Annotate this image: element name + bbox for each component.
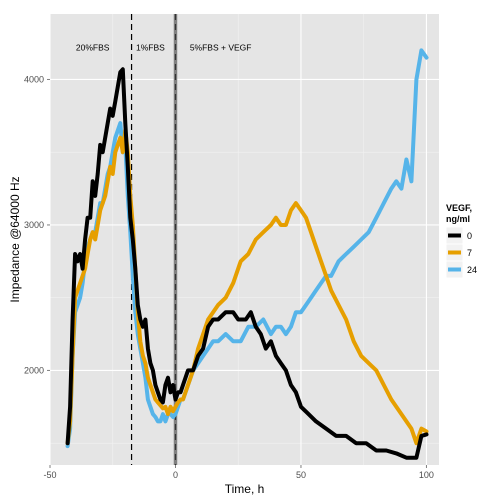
legend-title-line2: ng/ml	[446, 214, 470, 224]
x-axis-ticks: -50 0 50 100	[43, 465, 434, 480]
annotation-3: 5%FBS + VEGF	[190, 42, 252, 52]
x-tick-label: -50	[43, 470, 56, 480]
series-line-0	[65, 67, 429, 460]
y-tick-label: 4000	[24, 74, 44, 84]
legend-label-24: 24	[467, 265, 477, 275]
y-axis-title: Impedance @64000 Hz	[8, 176, 22, 302]
y-tick-label: 3000	[24, 220, 44, 230]
legend-label-0: 0	[467, 231, 472, 241]
x-axis-title: Time, h	[225, 482, 265, 496]
series-lines	[65, 48, 429, 460]
x-tick-label: 100	[419, 470, 434, 480]
plot-panel	[50, 14, 439, 465]
legend: VEGF, ng/ml 0 7 24	[445, 203, 477, 279]
phase-annotations: 20%FBS 1%FBS 5%FBS + VEGF	[76, 42, 252, 52]
legend-label-7: 7	[467, 248, 472, 258]
annotation-1: 20%FBS	[76, 42, 110, 52]
annotation-2: 1%FBS	[136, 42, 165, 52]
grid-major	[49, 14, 439, 465]
x-tick-label: 50	[296, 470, 306, 480]
x-tick-label: 0	[173, 470, 178, 480]
series-line-7	[65, 128, 429, 446]
legend-title-line1: VEGF,	[446, 203, 472, 213]
y-tick-label: 2000	[24, 365, 44, 375]
y-axis-ticks: 2000 3000 4000	[24, 74, 50, 375]
